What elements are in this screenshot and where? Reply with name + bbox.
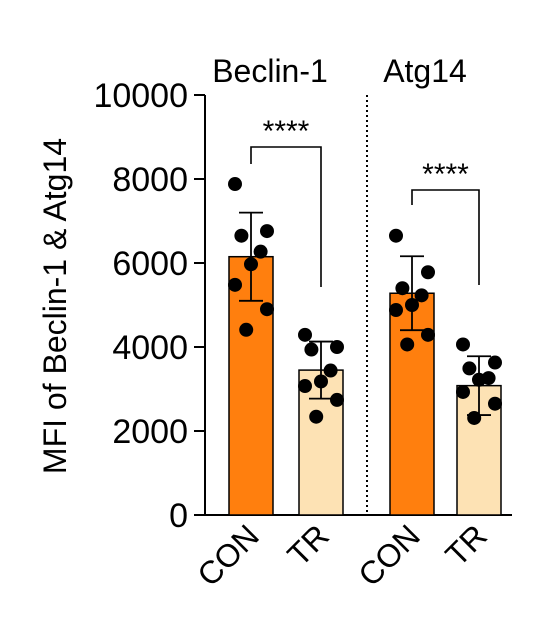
significance-label: **** [422,158,469,191]
data-point [253,244,268,259]
significance-annotations: **** **** [250,115,480,287]
y-tick-label: 4000 [112,329,188,367]
data-point [244,257,258,272]
data-point [472,372,486,387]
data-point [330,392,344,407]
x-tick-label: CON [190,517,266,593]
data-point [462,361,477,376]
significance-label: **** [263,115,310,148]
data-points [228,177,502,425]
data-point [330,340,344,354]
significance-bracket [411,189,480,285]
data-point [298,327,312,342]
data-point [467,410,482,425]
x-tick-label: TR [438,517,494,573]
chart-title-atg14: Atg14 [383,53,467,89]
data-point [456,384,470,399]
chart-title-beclin: Beclin-1 [212,53,328,89]
data-point [314,374,328,389]
data-point [234,228,249,243]
data-point [228,277,242,292]
data-point [400,337,415,352]
x-tick-label: CON [351,517,427,593]
data-point [260,224,274,239]
data-point [298,379,312,394]
error-bars [239,211,491,416]
data-point [389,228,403,243]
data-point [488,355,502,370]
y-tick-label: 2000 [112,413,188,451]
axes: 0 2000 4000 6000 8000 10000 [93,77,512,535]
data-point [395,281,410,296]
data-point [389,303,403,318]
data-point [309,409,324,424]
data-point [323,363,338,378]
y-tick-label: 8000 [112,161,188,199]
data-point [421,327,435,342]
x-tick-label: TR [280,517,336,573]
data-point [304,342,319,357]
y-tick-label: 10000 [93,77,188,115]
data-point [421,265,435,280]
significance-bracket [250,146,322,287]
x-tick-labels: CON TR CON TR [190,517,494,593]
data-point [239,322,254,337]
y-axis-label: MFI of Beclin-1 & Atg14 [37,138,73,474]
data-point [488,396,502,411]
data-point [228,177,242,192]
y-tick-label: 0 [169,497,188,535]
data-point [405,298,419,312]
data-point [456,337,470,352]
data-point [414,288,429,303]
data-point [260,302,274,317]
y-tick-label: 6000 [112,245,188,283]
